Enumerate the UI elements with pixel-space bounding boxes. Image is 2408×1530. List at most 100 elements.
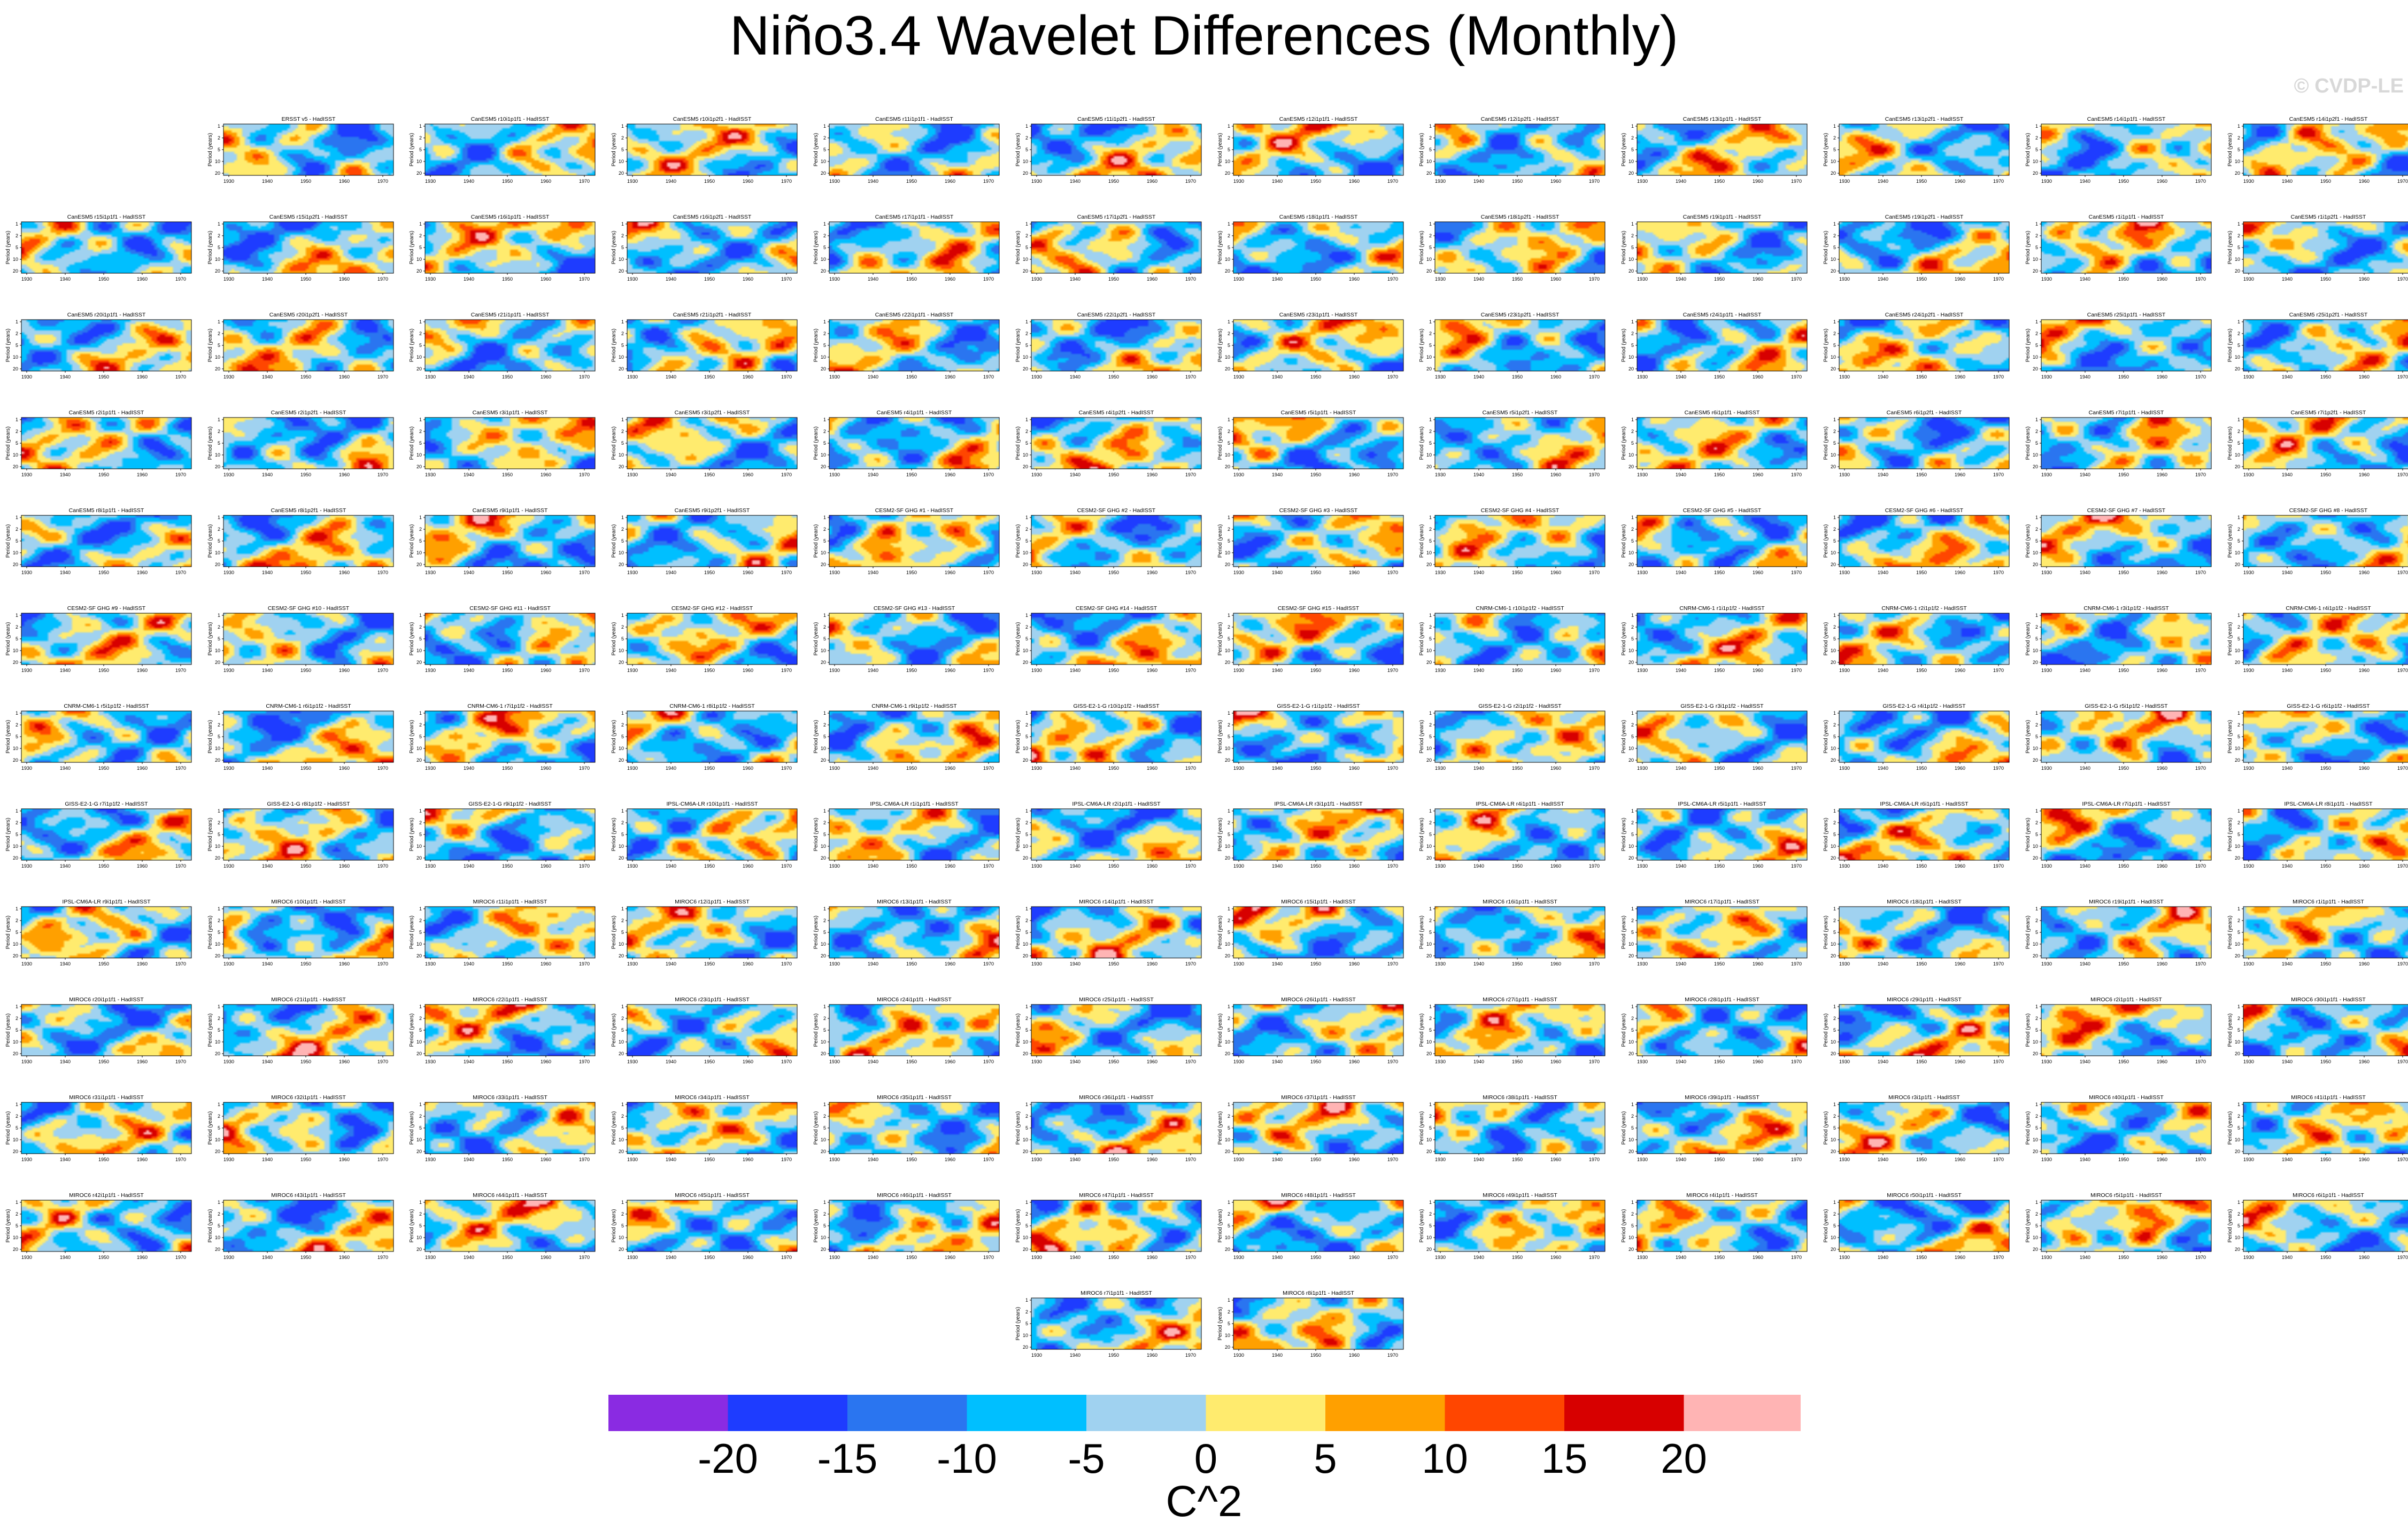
y-tick-label: 1 — [419, 1102, 422, 1107]
y-tick-label: 20 — [619, 855, 624, 861]
y-tick-label: 1 — [1429, 221, 1432, 227]
y-axis-label: Period (years) — [1015, 720, 1021, 754]
x-tick-label: 1970 — [175, 863, 186, 869]
y-tick-label: 1 — [1228, 906, 1230, 911]
x-tick-label: 1930 — [1031, 179, 1042, 184]
y-tick-label: 2 — [16, 331, 18, 336]
x-tick-label: 1930 — [1233, 179, 1244, 184]
panel-title: CESM2-SF GHG #6 - HadISST — [1885, 507, 1964, 514]
panel-title: CanESM5 r14i1p1f1 - HadISST — [2087, 116, 2166, 122]
y-tick-label: 20 — [2235, 758, 2240, 763]
wavelet-field — [1637, 711, 1807, 762]
x-tick-label: 1950 — [2320, 961, 2331, 967]
y-tick-label: 5 — [16, 343, 18, 348]
x-tick-label: 1960 — [1147, 766, 1157, 771]
x-tick-label: 1930 — [627, 472, 638, 477]
panel-title: CNRM-CM6-1 r6i1p1f2 - HadISST — [266, 703, 351, 709]
y-tick-label: 20 — [215, 1149, 220, 1154]
y-tick-label: 2 — [218, 624, 220, 630]
y-tick-label: 20 — [1831, 562, 1836, 567]
x-tick-label: 1960 — [1147, 472, 1157, 477]
x-tick-label: 1960 — [945, 374, 955, 380]
wavelet-panel: CNRM-CM6-1 r4i1p1f2 - HadISST1251020Peri… — [2227, 605, 2408, 673]
colorbar-box — [1086, 1395, 1206, 1431]
y-tick-label: 5 — [218, 441, 220, 446]
y-tick-label: 20 — [2033, 953, 2038, 959]
y-tick-label: 10 — [416, 1235, 422, 1240]
x-tick-label: 1940 — [1676, 1255, 1686, 1260]
y-axis-label: Period (years) — [1621, 622, 1627, 656]
x-tick-label: 1950 — [1916, 179, 1927, 184]
wavelet-panel: MIROC6 r43i1p1f1 - HadISST1251020Period … — [207, 1192, 394, 1260]
wavelet-panel: MIROC6 r26i1p1f1 - HadISST1251020Period … — [1217, 996, 1404, 1064]
x-tick-label: 1950 — [1916, 570, 1927, 575]
y-tick-label: 1 — [1228, 1200, 1230, 1205]
x-tick-label: 1960 — [137, 570, 148, 575]
x-tick-label: 1960 — [1349, 374, 1360, 380]
panel-title: CanESM5 r22i1p1f1 - HadISST — [875, 312, 954, 318]
wavelet-field — [2041, 222, 2211, 273]
y-axis-label: Period (years) — [5, 720, 11, 754]
colorbar: -20 -15 -10 -5 0 5 10 15 20 — [608, 1395, 1801, 1479]
y-axis-label: Period (years) — [1419, 622, 1425, 656]
y-axis-label: Period (years) — [1823, 524, 1829, 558]
x-tick-label: 1950 — [300, 766, 311, 771]
y-tick-label: 10 — [1629, 1137, 1634, 1142]
x-tick-label: 1960 — [1550, 1059, 1561, 1064]
y-tick-label: 1 — [1833, 123, 1836, 129]
x-tick-label: 1960 — [743, 668, 753, 673]
panel-title: GISS-E2-1-G r6i1p1f2 - HadISST — [2287, 703, 2370, 709]
colorbar-box — [967, 1395, 1086, 1431]
x-tick-label: 1950 — [2320, 570, 2331, 575]
y-tick-label: 1 — [823, 1102, 826, 1107]
panel-title: IPSL-CM6A-LR r7i1p1f1 - HadISST — [2082, 801, 2171, 807]
panel-title: MIROC6 r35i1p1f1 - HadISST — [877, 1094, 952, 1101]
x-tick-label: 1940 — [1473, 766, 1484, 771]
x-tick-label: 1940 — [666, 374, 676, 380]
y-tick-label: 1 — [1833, 613, 1836, 618]
y-tick-label: 1 — [218, 808, 220, 814]
y-tick-label: 5 — [218, 1223, 220, 1228]
panel-title: CanESM5 r13i1p2f1 - HadISST — [1885, 116, 1964, 122]
y-tick-label: 5 — [16, 245, 18, 250]
x-tick-label: 1960 — [743, 766, 753, 771]
x-tick-label: 1950 — [1108, 570, 1119, 575]
x-tick-label: 1960 — [339, 668, 350, 673]
y-tick-label: 10 — [821, 1137, 826, 1142]
x-tick-label: 1950 — [1714, 276, 1725, 282]
x-tick-label: 1930 — [627, 668, 638, 673]
wavelet-panel: GISS-E2-1-G r10i1p1f2 - HadISST1251020Pe… — [1015, 703, 1202, 771]
y-tick-label: 10 — [13, 550, 18, 555]
x-tick-label: 1940 — [262, 276, 273, 282]
wavelet-field — [1031, 907, 1201, 958]
x-tick-label: 1930 — [1637, 570, 1648, 575]
y-tick-label: 20 — [215, 268, 220, 274]
wavelet-panel: CanESM5 r4i1p2f1 - HadISST1251020Period … — [1015, 409, 1202, 477]
x-tick-label: 1970 — [579, 766, 590, 771]
x-tick-label: 1970 — [781, 961, 792, 967]
panel-title: MIROC6 r31i1p1f1 - HadISST — [69, 1094, 144, 1101]
x-tick-label: 1960 — [1955, 276, 1965, 282]
y-axis-label: Period (years) — [2227, 524, 2233, 558]
y-axis-label: Period (years) — [813, 720, 819, 754]
x-tick-label: 1930 — [21, 961, 32, 967]
wavelet-panel: CanESM5 r13i1p2f1 - HadISST1251020Period… — [1823, 116, 2010, 184]
y-tick-label: 20 — [1426, 562, 1432, 567]
x-tick-label: 1950 — [1916, 1157, 1927, 1162]
y-tick-label: 1 — [2237, 808, 2240, 814]
x-tick-label: 1930 — [1031, 863, 1042, 869]
y-tick-label: 2 — [1429, 233, 1432, 238]
y-tick-label: 2 — [1833, 624, 1836, 630]
y-tick-label: 1 — [16, 906, 18, 911]
y-tick-label: 20 — [416, 1149, 422, 1154]
wavelet-panel: CanESM5 r23i1p1f1 - HadISST1251020Period… — [1217, 312, 1404, 380]
x-tick-label: 1940 — [2080, 1255, 2090, 1260]
x-tick-label: 1960 — [2157, 863, 2167, 869]
x-tick-label: 1930 — [425, 276, 436, 282]
x-tick-label: 1930 — [223, 766, 234, 771]
x-tick-label: 1970 — [579, 961, 590, 967]
x-tick-label: 1930 — [2243, 374, 2254, 380]
wavelet-field — [2041, 613, 2211, 664]
y-tick-label: 2 — [2035, 1016, 2038, 1021]
y-tick-label: 2 — [218, 429, 220, 434]
